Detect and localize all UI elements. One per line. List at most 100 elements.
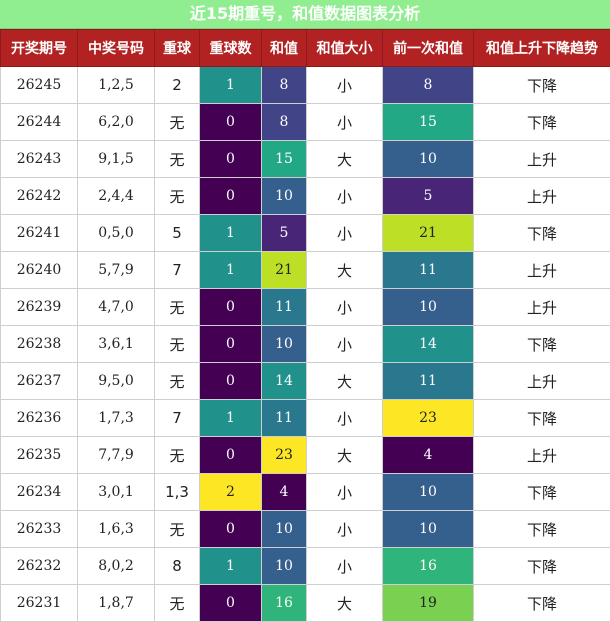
cell-sum: 10 bbox=[262, 511, 307, 548]
cell-repeat-count: 2 bbox=[200, 474, 262, 511]
cell-size: 大 bbox=[307, 141, 383, 178]
cell-size: 大 bbox=[307, 363, 383, 400]
cell-repeat-count: 1 bbox=[200, 67, 262, 104]
cell-trend: 下降 bbox=[474, 474, 610, 511]
cell-size: 小 bbox=[307, 104, 383, 141]
cell-issue: 26237 bbox=[1, 363, 78, 400]
column-header-repeat-count: 重球数 bbox=[200, 30, 262, 67]
cell-trend: 上升 bbox=[474, 437, 610, 474]
cell-prev-sum: 11 bbox=[383, 252, 474, 289]
data-table: 开奖期号 中奖号码 重球 重球数 和值 和值大小 前一次和值 和值上升下降趋势 … bbox=[0, 29, 610, 622]
cell-repeat-count: 0 bbox=[200, 289, 262, 326]
cell-repeat: 1,3 bbox=[155, 474, 200, 511]
cell-repeat: 2 bbox=[155, 67, 200, 104]
cell-numbers: 0,5,0 bbox=[78, 215, 155, 252]
cell-repeat: 无 bbox=[155, 141, 200, 178]
cell-trend: 下降 bbox=[474, 585, 610, 622]
cell-repeat-count: 0 bbox=[200, 437, 262, 474]
cell-size: 小 bbox=[307, 400, 383, 437]
cell-repeat: 无 bbox=[155, 104, 200, 141]
cell-trend: 下降 bbox=[474, 400, 610, 437]
cell-trend: 上升 bbox=[474, 289, 610, 326]
cell-issue: 26231 bbox=[1, 585, 78, 622]
cell-size: 小 bbox=[307, 67, 383, 104]
cell-prev-sum: 21 bbox=[383, 215, 474, 252]
cell-issue: 26243 bbox=[1, 141, 78, 178]
column-header-size: 和值大小 bbox=[307, 30, 383, 67]
cell-sum: 10 bbox=[262, 178, 307, 215]
cell-size: 小 bbox=[307, 326, 383, 363]
cell-prev-sum: 4 bbox=[383, 437, 474, 474]
cell-numbers: 5,7,9 bbox=[78, 252, 155, 289]
cell-sum: 16 bbox=[262, 585, 307, 622]
cell-issue: 26239 bbox=[1, 289, 78, 326]
cell-sum: 23 bbox=[262, 437, 307, 474]
cell-sum: 5 bbox=[262, 215, 307, 252]
cell-repeat: 8 bbox=[155, 548, 200, 585]
cell-issue: 26240 bbox=[1, 252, 78, 289]
cell-repeat: 无 bbox=[155, 326, 200, 363]
cell-size: 小 bbox=[307, 511, 383, 548]
column-header-trend: 和值上升下降趋势 bbox=[474, 30, 610, 67]
cell-sum: 11 bbox=[262, 289, 307, 326]
cell-size: 大 bbox=[307, 437, 383, 474]
page-title: 近15期重号，和值数据图表分析 bbox=[0, 0, 610, 29]
cell-repeat-count: 1 bbox=[200, 400, 262, 437]
cell-issue: 26232 bbox=[1, 548, 78, 585]
cell-sum: 11 bbox=[262, 400, 307, 437]
cell-numbers: 1,8,7 bbox=[78, 585, 155, 622]
table-header-row: 开奖期号 中奖号码 重球 重球数 和值 和值大小 前一次和值 和值上升下降趋势 bbox=[1, 30, 610, 67]
cell-repeat: 7 bbox=[155, 400, 200, 437]
cell-trend: 下降 bbox=[474, 511, 610, 548]
cell-prev-sum: 11 bbox=[383, 363, 474, 400]
cell-trend: 上升 bbox=[474, 363, 610, 400]
cell-trend: 上升 bbox=[474, 141, 610, 178]
cell-repeat-count: 1 bbox=[200, 548, 262, 585]
cell-repeat-count: 1 bbox=[200, 215, 262, 252]
cell-sum: 15 bbox=[262, 141, 307, 178]
cell-trend: 上升 bbox=[474, 252, 610, 289]
cell-prev-sum: 10 bbox=[383, 141, 474, 178]
cell-repeat: 无 bbox=[155, 363, 200, 400]
cell-size: 小 bbox=[307, 178, 383, 215]
cell-prev-sum: 10 bbox=[383, 511, 474, 548]
cell-sum: 8 bbox=[262, 67, 307, 104]
cell-sum: 10 bbox=[262, 548, 307, 585]
cell-prev-sum: 16 bbox=[383, 548, 474, 585]
cell-numbers: 8,0,2 bbox=[78, 548, 155, 585]
cell-repeat: 无 bbox=[155, 511, 200, 548]
cell-issue: 26234 bbox=[1, 474, 78, 511]
cell-numbers: 2,4,4 bbox=[78, 178, 155, 215]
cell-numbers: 4,7,0 bbox=[78, 289, 155, 326]
column-header-repeat: 重球 bbox=[155, 30, 200, 67]
cell-repeat-count: 0 bbox=[200, 178, 262, 215]
cell-repeat-count: 0 bbox=[200, 326, 262, 363]
cell-size: 小 bbox=[307, 474, 383, 511]
cell-sum: 14 bbox=[262, 363, 307, 400]
cell-trend: 上升 bbox=[474, 178, 610, 215]
cell-repeat: 无 bbox=[155, 585, 200, 622]
cell-numbers: 3,6,1 bbox=[78, 326, 155, 363]
cell-trend: 下降 bbox=[474, 326, 610, 363]
cell-repeat-count: 1 bbox=[200, 252, 262, 289]
cell-size: 小 bbox=[307, 289, 383, 326]
cell-issue: 26244 bbox=[1, 104, 78, 141]
cell-numbers: 7,7,9 bbox=[78, 437, 155, 474]
cell-repeat: 7 bbox=[155, 252, 200, 289]
column-header-issue: 开奖期号 bbox=[1, 30, 78, 67]
cell-repeat: 无 bbox=[155, 178, 200, 215]
cell-size: 大 bbox=[307, 585, 383, 622]
cell-issue: 26245 bbox=[1, 67, 78, 104]
cell-numbers: 3,0,1 bbox=[78, 474, 155, 511]
cell-repeat: 无 bbox=[155, 437, 200, 474]
cell-prev-sum: 10 bbox=[383, 474, 474, 511]
